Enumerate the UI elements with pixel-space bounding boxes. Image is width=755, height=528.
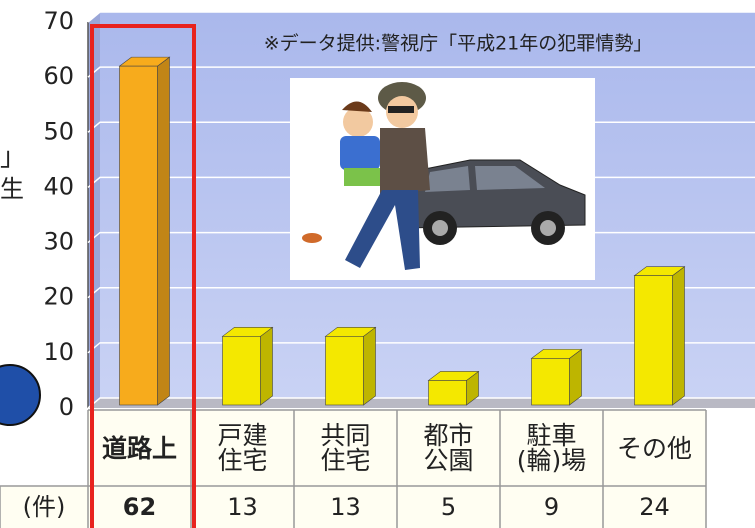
bar [326,336,364,405]
bar-side [673,267,685,405]
sunglasses [388,106,414,113]
child-body [340,136,380,170]
y-tick-label: 10 [43,338,74,366]
bar [635,276,673,405]
bar [120,66,158,405]
y-tick-label: 60 [43,62,74,90]
annotation: ※データ提供:警視庁「平成21年の犯罪情勢」 [264,33,653,55]
y-tick-label: 70 [43,7,74,35]
value-label: 9 [500,486,603,528]
x-tick-label: 戸建 住宅 [191,410,294,486]
bar-side [364,327,376,405]
shoe [302,233,322,243]
bar [429,380,467,405]
wheel-hub [432,220,448,236]
side-fragment: 」 [0,143,26,173]
value-label: 13 [294,486,397,528]
x-tick-label: 駐車 (輪)場 [500,410,603,486]
x-tick-label: 都市 公園 [397,410,500,486]
y-tick-label: 30 [43,228,74,256]
unit-label: (件) [0,486,88,528]
body [380,128,430,195]
wheel-hub [540,220,556,236]
illustration [290,78,595,280]
bar [223,336,261,405]
value-label: 62 [88,486,191,528]
x-tick-label: 共同 住宅 [294,410,397,486]
bar-side [570,349,582,405]
x-tick-label: 道路上 [88,410,191,486]
value-label: 24 [603,486,706,528]
child-shorts [344,168,380,186]
y-tick-label: 40 [43,172,74,200]
y-tick-label: 0 [59,393,74,421]
bar-side [158,57,170,405]
bar-side [261,327,273,405]
police-figure [0,365,40,425]
side-fragment: 生 [0,175,24,203]
page: ※データ提供:警視庁「平成21年の犯罪情勢」 」 生 0 10 20 30 40 50 60… [0,0,755,528]
value-label: 5 [397,486,500,528]
y-tick-label: 50 [43,117,74,145]
x-tick-label: その他 [603,410,706,486]
y-tick-label: 20 [43,283,74,311]
value-label: 13 [191,486,294,528]
bar [532,358,570,405]
